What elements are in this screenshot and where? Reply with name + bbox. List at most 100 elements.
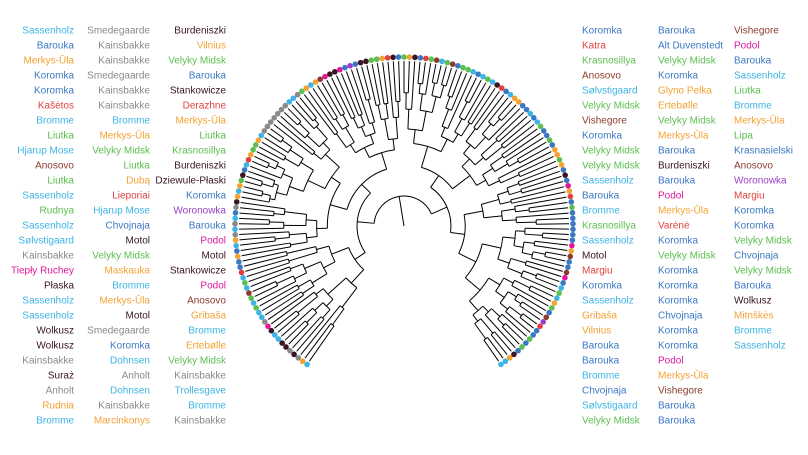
tip-label: Chvojnaja [658, 311, 703, 322]
tip-label: Burdeniszki [174, 161, 226, 172]
tip-label: Kainsbakke [98, 401, 150, 412]
branch [304, 323, 332, 359]
tip-label: Maskauka [104, 266, 150, 277]
tip-dot [562, 172, 568, 178]
tip-label: Chvojnaja [106, 221, 151, 232]
branch [536, 273, 560, 283]
branch-arc [296, 310, 300, 315]
branch [445, 96, 451, 109]
branch [276, 119, 316, 153]
tip-dot [515, 99, 522, 105]
branch [314, 302, 324, 311]
tip-label: Koromka [186, 191, 226, 202]
branch [511, 285, 549, 307]
branch [287, 108, 302, 122]
branch [431, 206, 448, 215]
tip-label: Gribaša [582, 311, 617, 322]
tip-label: Sassenholz [22, 26, 74, 37]
tip-dot [552, 147, 558, 153]
tip-dot [506, 355, 513, 361]
branch [487, 337, 504, 359]
branch [526, 260, 563, 272]
branch [461, 158, 470, 167]
tip-dot [245, 156, 252, 163]
tip-dot [242, 280, 248, 286]
branch [264, 137, 289, 154]
branch [342, 114, 350, 126]
branch [313, 152, 322, 160]
branch [280, 115, 306, 139]
branch [331, 176, 341, 184]
branch-arc [461, 166, 477, 186]
tip-label: Ertebølle [186, 341, 226, 352]
tip-label: Barouka [582, 356, 620, 367]
branch [521, 252, 533, 256]
branch [514, 196, 567, 207]
branch [361, 183, 371, 194]
tip-label: Barouka [189, 221, 227, 232]
branch [523, 270, 537, 277]
branch [420, 146, 429, 168]
tip-dot [342, 64, 348, 71]
branch-arc [432, 82, 438, 85]
branch [274, 310, 297, 329]
branch-arc [388, 137, 398, 141]
tip-label: Koromka [658, 281, 698, 292]
tip-label: Kainsbakke [22, 251, 74, 262]
branch [425, 63, 432, 95]
branch [331, 77, 353, 119]
tip-dot [232, 209, 239, 216]
branch [331, 247, 349, 255]
tip-dot [406, 54, 413, 60]
tip-dot [299, 88, 305, 95]
tip-dot [282, 102, 289, 109]
branch [516, 212, 569, 218]
branch [239, 236, 275, 241]
tip-dot [569, 204, 575, 211]
branch [248, 266, 290, 283]
tip-dot [412, 54, 418, 61]
branch-arc [320, 261, 328, 274]
tip-label: Dziewule-Płaski [155, 176, 226, 187]
branch [519, 317, 534, 329]
branch [497, 100, 513, 118]
tip-label: Hjarup Mose [93, 206, 150, 217]
branch [398, 61, 401, 102]
tip-dot [265, 323, 271, 330]
tip-label: Barouka [658, 146, 696, 157]
tip-label: Kainsbakke [98, 86, 150, 97]
branch [341, 287, 358, 308]
branch-arc [261, 191, 264, 197]
branch-arc [524, 260, 527, 266]
tip-label: Podol [658, 191, 684, 202]
tip-label: Rudnia [42, 401, 74, 412]
branch [518, 155, 554, 174]
branch [306, 219, 317, 222]
branch-arc [517, 172, 521, 177]
branch-arc [465, 141, 476, 150]
tip-dot [537, 323, 543, 330]
tip-dot [237, 264, 243, 270]
branch [411, 61, 416, 110]
branch [267, 294, 304, 320]
tip-label: Glyno Pelka [658, 86, 712, 97]
branch-arc [320, 149, 331, 160]
tip-label: Bromme [188, 401, 226, 412]
branch-arc [507, 258, 512, 269]
branch [299, 97, 317, 119]
tip-dot [554, 151, 561, 158]
tip-dot [243, 162, 250, 168]
tip-label: Barouka [658, 401, 696, 412]
branch-arc [419, 93, 426, 95]
tip-label: Merkys-Ūla [734, 115, 785, 127]
tip-dot [234, 193, 241, 200]
branch [501, 313, 527, 337]
tip-dot [489, 79, 496, 85]
tip-label: Barouka [658, 176, 696, 187]
tip-label: Merkys-Ūla [99, 130, 150, 142]
branch [445, 67, 452, 87]
tip-dot [253, 305, 259, 311]
tip-dot [236, 259, 242, 265]
branch-arc [506, 187, 510, 195]
branch [311, 273, 328, 284]
